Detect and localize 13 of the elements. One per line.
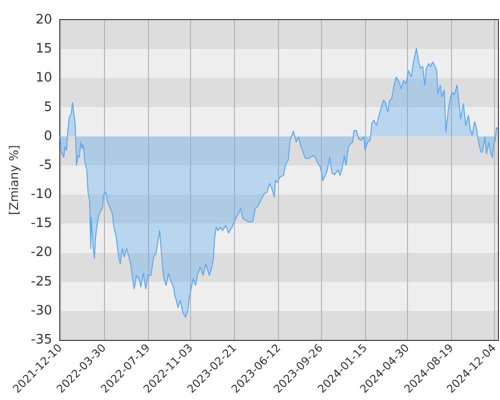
y-tick-label: -20 — [30, 245, 52, 260]
y-tick-label: 5 — [44, 100, 52, 115]
y-axis-title: [Zmiany %] — [7, 145, 21, 215]
y-tick-label: -35 — [30, 332, 52, 348]
y-tick-label: -10 — [30, 187, 52, 202]
y-tick-label: 10 — [36, 70, 52, 86]
y-tick-label: 20 — [36, 12, 52, 28]
y-tick-label: -5 — [39, 158, 52, 173]
y-tick-label: 0 — [44, 128, 52, 144]
y-tick-label: 15 — [36, 42, 52, 57]
y-tick-label: -15 — [30, 216, 52, 232]
y-tick-label: -30 — [30, 303, 52, 318]
y-tick-label: -25 — [30, 274, 52, 290]
